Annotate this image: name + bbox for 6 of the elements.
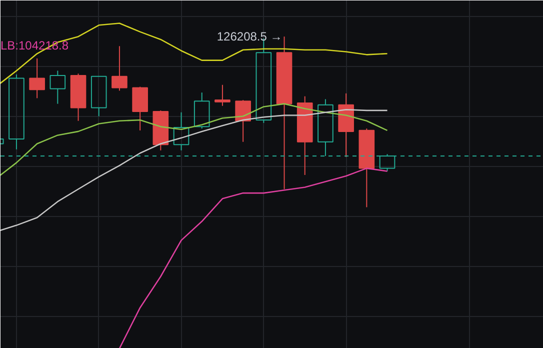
- candlestick: [173, 112, 190, 151]
- candlestick: [338, 92, 354, 158]
- candlestick: [50, 70, 66, 104]
- annotation: 126208.5 →: [216, 30, 282, 44]
- candlestick: [132, 86, 148, 131]
- candlestick: [29, 58, 45, 99]
